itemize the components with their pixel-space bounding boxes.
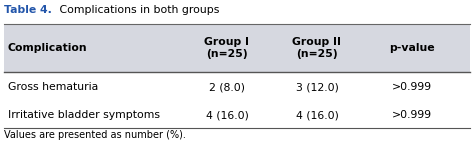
Text: Irritative bladder symptoms: Irritative bladder symptoms: [8, 111, 160, 121]
Text: 4 (16.0): 4 (16.0): [296, 111, 338, 121]
Text: Group I
(n=25): Group I (n=25): [204, 37, 249, 59]
Text: 3 (12.0): 3 (12.0): [296, 82, 338, 92]
Text: Complications in both groups: Complications in both groups: [56, 5, 219, 15]
Bar: [4, 24, 470, 72]
Bar: [4, 72, 470, 103]
Text: Gross hematuria: Gross hematuria: [8, 82, 98, 92]
Text: Group II
(n=25): Group II (n=25): [292, 37, 341, 59]
Text: p-value: p-value: [389, 43, 435, 53]
Text: Complication: Complication: [8, 43, 88, 53]
Text: Table 4.: Table 4.: [4, 5, 52, 15]
Text: 4 (16.0): 4 (16.0): [206, 111, 248, 121]
Text: 2 (8.0): 2 (8.0): [209, 82, 245, 92]
Bar: [4, 103, 470, 128]
Text: >0.999: >0.999: [392, 111, 432, 121]
Text: Values are presented as number (%).: Values are presented as number (%).: [4, 130, 186, 140]
Text: >0.999: >0.999: [392, 82, 432, 92]
